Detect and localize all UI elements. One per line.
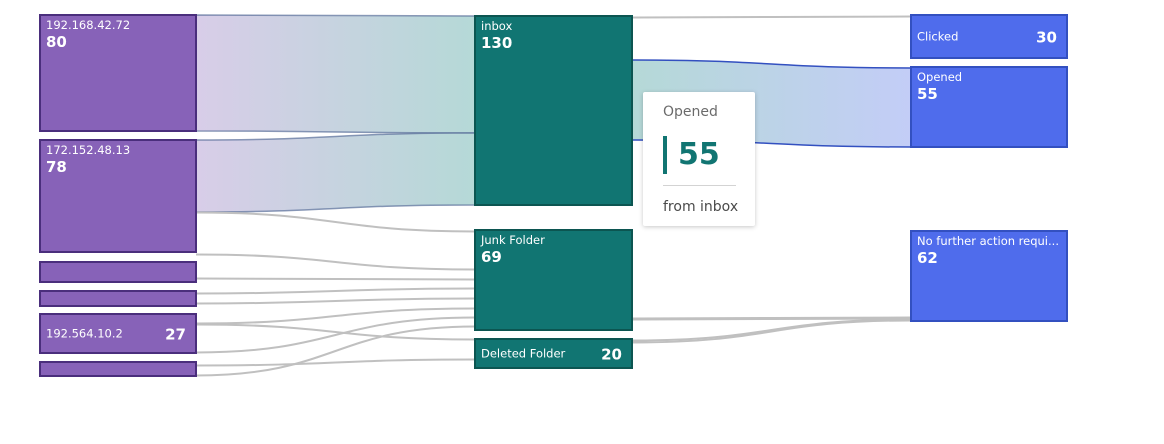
link-s6-junk[interactable]: [195, 325, 476, 377]
node-opened[interactable]: [910, 66, 1068, 148]
node-label-junk: Junk Folder: [480, 233, 545, 247]
node-label-clicked: Clicked: [917, 30, 958, 44]
node-nofurther[interactable]: [910, 230, 1068, 322]
tooltip: Opened 55 from inbox: [643, 92, 755, 226]
link-deleted-nofurther[interactable]: [631, 318, 912, 342]
node-value-deleted: 20: [601, 346, 622, 364]
node-label-deleted: Deleted Folder: [481, 347, 566, 361]
node-s4[interactable]: [39, 290, 197, 307]
node-label-s5: 192.564.10.2: [46, 327, 123, 341]
node-value-nofurther: 62: [917, 249, 938, 267]
node-value-s1: 80: [46, 33, 67, 51]
node-deleted[interactable]: [474, 338, 633, 369]
node-value-opened: 55: [917, 85, 938, 103]
node-clicked[interactable]: [910, 14, 1068, 59]
node-junk[interactable]: [474, 229, 633, 331]
node-value-clicked: 30: [1036, 29, 1057, 47]
link-s6-deleted[interactable]: [195, 358, 476, 367]
node-label-opened: Opened: [917, 70, 962, 84]
link-s3-junk[interactable]: [195, 253, 476, 271]
link-junk-nofurther[interactable]: [631, 317, 912, 321]
link-s2-junk[interactable]: [195, 211, 476, 233]
link-deleted-nofurther[interactable]: [631, 319, 912, 344]
node-label-s1: 192.168.42.72: [46, 18, 130, 32]
node-s2[interactable]: [39, 139, 197, 253]
node-value-junk: 69: [481, 248, 502, 266]
node-label-inbox: inbox: [481, 19, 512, 33]
link-s5-junk[interactable]: [195, 316, 476, 354]
link-s5-deleted[interactable]: [195, 323, 476, 341]
node-s1[interactable]: [39, 14, 197, 132]
node-s5[interactable]: [39, 313, 197, 354]
node-s6[interactable]: [39, 361, 197, 377]
link-inbox-clicked[interactable]: [631, 15, 912, 19]
node-value-s5: 27: [165, 326, 186, 344]
tooltip-divider: [663, 185, 736, 186]
tooltip-value: 55: [678, 137, 720, 172]
tooltip-title: Opened: [663, 104, 718, 120]
link-s4-junk[interactable]: [195, 297, 476, 305]
node-value-inbox: 130: [481, 34, 512, 52]
node-value-s2: 78: [46, 158, 67, 176]
node-inbox[interactable]: [474, 15, 633, 206]
link-s3-junk[interactable]: [195, 277, 476, 281]
node-label-nofurther: No further action requi...: [917, 234, 1059, 248]
node-s3[interactable]: [39, 261, 197, 283]
link-s5-junk[interactable]: [195, 307, 476, 325]
link-s2-inbox[interactable]: [195, 132, 476, 213]
tooltip-accent-bar: [663, 136, 667, 174]
link-s4-junk[interactable]: [195, 287, 476, 295]
link-s1-inbox[interactable]: [195, 14, 476, 134]
node-label-s2: 172.152.48.13: [46, 143, 130, 157]
tooltip-subtitle: from inbox: [663, 199, 739, 215]
